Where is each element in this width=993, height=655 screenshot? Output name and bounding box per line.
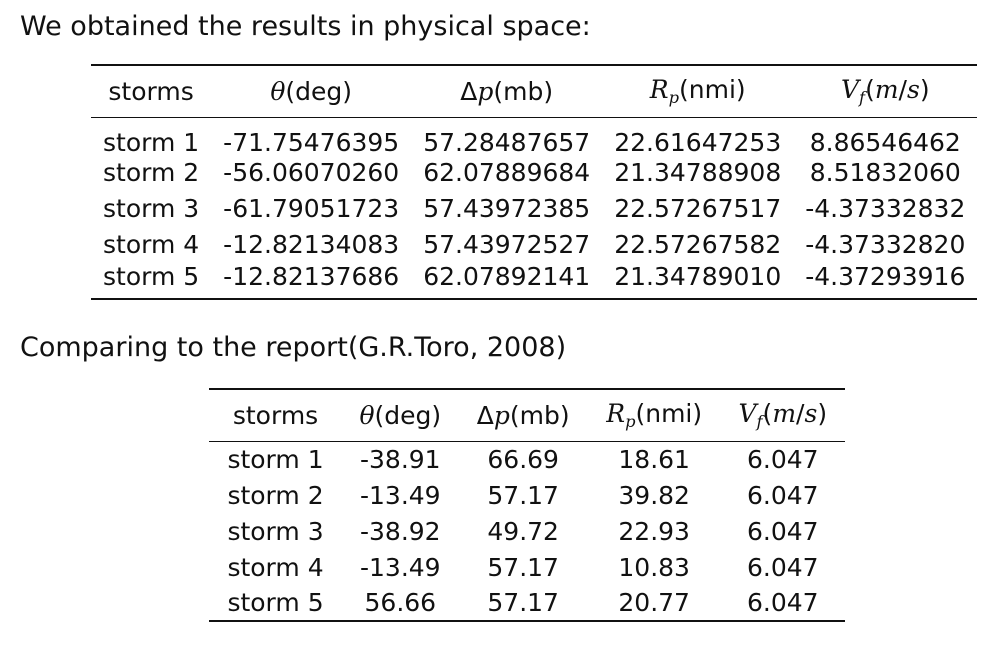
table-row: storm 5 56.66 57.17 20.77 6.047 <box>209 585 845 621</box>
value-cell: 6.047 <box>746 588 819 617</box>
header-rp: Rp(nmi) <box>649 74 746 107</box>
storm-name-cell: storm 2 <box>103 158 200 187</box>
header-vf: Vf(m/s) <box>738 398 828 431</box>
header-rp: Rp(nmi) <box>606 398 703 431</box>
value-cell: -38.91 <box>360 444 441 474</box>
value-cell: 22.57267517 <box>614 194 782 223</box>
storm-name-cell: storm 5 <box>227 588 324 617</box>
value-cell: -13.49 <box>360 552 441 582</box>
table-row: storm 1 -71.75476395 57.28487657 22.6164725… <box>91 117 977 155</box>
value-cell: 57.17 <box>487 480 559 510</box>
value-cell: 6.047 <box>746 516 819 546</box>
intro-paragraph: We obtained the results in physical spac… <box>20 11 591 42</box>
table-row: storm 5 -12.82137686 62.07892141 21.3478901… <box>91 261 978 299</box>
header-vf: Vf(m/s) <box>840 74 930 107</box>
value-cell: -38.92 <box>360 516 441 546</box>
obtained-results-table: storms θ(deg) Δp(mb) Rp(nmi) Vf(m/s) sto… <box>91 64 978 300</box>
value-cell: 49.72 <box>487 516 559 546</box>
value-cell: -4.37332832 <box>805 194 966 223</box>
value-cell: 62.07892141 <box>423 261 591 291</box>
table-row: storm 3 -61.79051723 57.43972385 22.5726751… <box>91 191 977 227</box>
storm-name-cell: storm 3 <box>227 516 324 546</box>
value-cell: -71.75476395 <box>223 127 400 157</box>
table-row: storm 3 -38.92 49.72 22.93 6.047 <box>209 513 845 549</box>
header-theta: θ(deg) <box>270 76 353 106</box>
storm-name-cell: storm 1 <box>227 444 324 474</box>
table-row: storm 2 -13.49 57.17 39.82 6.047 <box>209 477 845 513</box>
value-cell: -12.82137686 <box>223 261 400 291</box>
value-cell: -61.79051723 <box>223 194 400 223</box>
table-row: storm 1 -38.91 66.69 18.61 6.047 <box>209 441 845 477</box>
storm-name-cell: storm 4 <box>103 230 200 259</box>
value-cell: 6.047 <box>746 552 819 582</box>
table-row: storm 4 -12.82134083 57.43972527 22.5726758… <box>91 227 977 263</box>
storm-name-cell: storm 5 <box>103 261 200 291</box>
value-cell: -4.37293916 <box>805 261 966 291</box>
value-cell: 66.69 <box>487 444 559 474</box>
header-storms: storms <box>108 76 194 106</box>
value-cell: 22.61647253 <box>614 127 782 157</box>
value-cell: 18.61 <box>618 444 690 474</box>
value-cell: 6.047 <box>746 480 819 510</box>
storm-name-cell: storm 3 <box>103 194 200 223</box>
value-cell: 22.93 <box>618 516 690 546</box>
header-delta-p: Δp(mb) <box>476 400 570 430</box>
value-cell: 6.047 <box>746 444 819 474</box>
value-cell: 21.34789010 <box>614 261 782 291</box>
value-cell: -56.06070260 <box>223 158 400 187</box>
header-delta-p: Δp(mb) <box>460 76 554 106</box>
report-results-table: storms θ(deg) Δp(mb) Rp(nmi) Vf(m/s) sto… <box>209 388 845 622</box>
storm-name-cell: storm 2 <box>227 480 324 510</box>
value-cell: -13.49 <box>360 480 441 510</box>
comparison-paragraph: Comparing to the report(G.R.Toro, 2008) <box>20 332 567 363</box>
value-cell: 57.28487657 <box>423 127 591 157</box>
header-storms: storms <box>232 400 319 430</box>
storm-name-cell: storm 4 <box>227 552 324 582</box>
value-cell: 20.77 <box>618 588 690 617</box>
value-cell: 8.86546462 <box>809 127 961 157</box>
header-theta: θ(deg) <box>359 400 442 430</box>
value-cell: 10.83 <box>618 552 690 582</box>
value-cell: 22.57267582 <box>614 230 782 259</box>
table-header-row: storms θ(deg) Δp(mb) Rp(nmi) Vf(m/s) <box>209 389 845 441</box>
table-header-row: storms θ(deg) Δp(mb) Rp(nmi) Vf(m/s) <box>91 65 978 117</box>
storm-name-cell: storm 1 <box>103 127 200 157</box>
value-cell: 56.66 <box>364 588 437 617</box>
value-cell: 21.34788908 <box>614 158 782 187</box>
value-cell: -12.82134083 <box>223 230 400 259</box>
table-row: storm 4 -13.49 57.17 10.83 6.047 <box>209 549 845 585</box>
value-cell: 62.07889684 <box>423 158 591 187</box>
table-row: storm 2 -56.06070260 62.07889684 21.3478890… <box>91 155 977 191</box>
value-cell: 57.17 <box>487 552 559 582</box>
value-cell: 39.82 <box>618 480 690 510</box>
value-cell: 57.17 <box>487 588 559 617</box>
value-cell: 57.43972527 <box>423 230 591 259</box>
value-cell: 8.51832060 <box>809 158 961 187</box>
value-cell: 57.43972385 <box>423 194 591 223</box>
value-cell: -4.37332820 <box>805 230 966 259</box>
